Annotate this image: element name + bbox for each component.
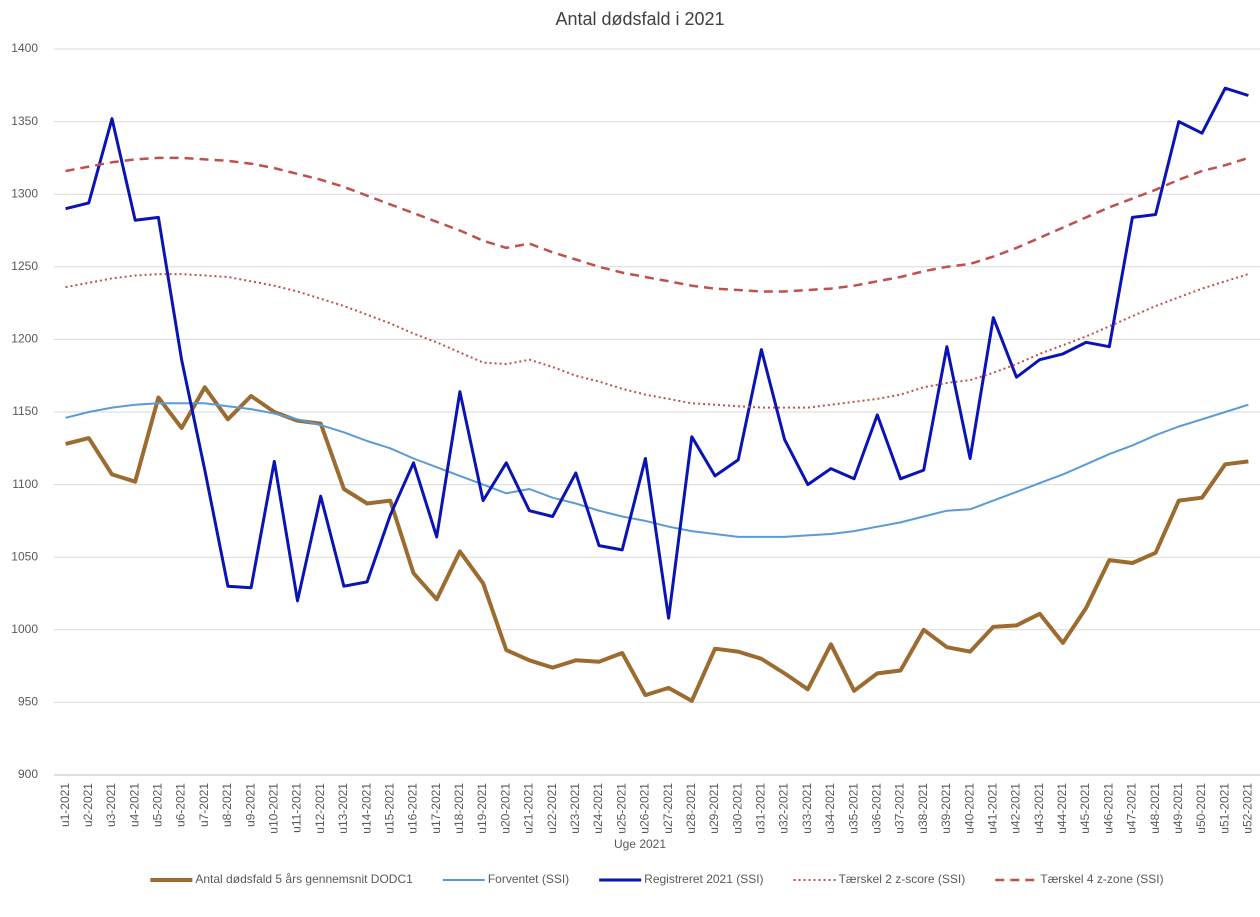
x-tick-label: u40-2021 [962,783,976,834]
x-tick-label: u38-2021 [916,783,930,834]
series-line [65,385,1249,703]
y-tick-label: 1150 [12,404,38,418]
x-tick-label: u41-2021 [985,783,999,834]
x-tick-label: u37-2021 [893,783,907,834]
x-tick-label: u49-2021 [1171,783,1185,834]
x-tick-label: u10-2021 [266,783,280,834]
x-tick-label: u11-2021 [290,783,304,833]
y-tick-label: 900 [18,767,38,781]
y-tick-label: 1300 [11,186,38,200]
y-tick-label: 1350 [11,114,38,128]
x-tick-label: u4-2021 [127,783,141,827]
y-tick-label: 1250 [11,259,38,273]
x-tick-label: u7-2021 [197,783,211,827]
legend: Antal dødsfald 5 års gennemsnit DODC1 For… [150,872,1164,886]
y-tick-label: 1400 [11,41,38,55]
x-tick-label: u26-2021 [638,783,652,834]
x-tick-label: u42-2021 [1009,783,1023,834]
x-tick-label: u3-2021 [104,783,118,827]
legend-label: Tærskel 4 z-zone (SSI) [1040,872,1163,886]
legend-label: Registreret 2021 (SSI) [644,872,763,886]
x-tick-label: u21-2021 [522,783,536,834]
x-tick-label: u5-2021 [151,783,165,827]
x-tick-label: u50-2021 [1194,783,1208,834]
x-tick-label: u51-2021 [1217,783,1231,834]
x-tick-label: u2-2021 [81,783,95,827]
x-axis-title: Uge 2021 [614,837,666,851]
x-tick-label: u24-2021 [591,783,605,834]
x-tick-label: u15-2021 [382,783,396,834]
x-tick-label: u17-2021 [429,783,443,834]
series-line [65,156,1249,293]
x-tick-label: u25-2021 [614,783,628,834]
x-tick-label: u30-2021 [730,783,744,834]
series-line [65,402,1249,538]
legend-label: Antal dødsfald 5 års gennemsnit DODC1 [195,872,413,886]
series-line [65,273,1249,409]
y-tick-label: 1000 [11,622,38,636]
x-tick-label: u52-2021 [1241,783,1255,834]
x-tick-label: u31-2021 [754,783,768,834]
x-tick-label: u45-2021 [1078,783,1092,834]
x-tick-label: u46-2021 [1101,783,1115,834]
x-tick-label: u19-2021 [475,783,489,834]
x-tick-label: u43-2021 [1032,783,1046,834]
x-tick-label: u39-2021 [939,783,953,834]
x-tick-label: u12-2021 [313,783,327,834]
x-tick-label: u27-2021 [661,783,675,834]
x-tick-label: u6-2021 [174,783,188,827]
x-tick-label: u1-2021 [58,783,72,827]
x-tick-label: u35-2021 [846,783,860,834]
x-tick-label: u13-2021 [336,783,350,834]
x-tick-label: u29-2021 [707,783,721,834]
x-tick-label: u16-2021 [406,783,420,834]
y-tick-label: 950 [18,695,38,709]
x-tick-label: u22-2021 [545,783,559,834]
x-tick-label: u28-2021 [684,783,698,834]
x-tick-label: u18-2021 [452,783,466,834]
x-tick-label: u20-2021 [498,783,512,834]
y-tick-label: 1200 [11,332,38,346]
x-tick-label: u14-2021 [359,783,373,834]
x-tick-label: u34-2021 [823,783,837,834]
x-tick-label: u23-2021 [568,783,582,834]
legend-label: Forventet (SSI) [488,872,569,886]
x-tick-label: u32-2021 [777,783,791,834]
series-line [65,86,1249,620]
x-tick-label: u47-2021 [1125,783,1139,834]
x-tick-label: u9-2021 [243,783,257,827]
x-tick-label: u48-2021 [1148,783,1162,834]
y-tick-label: 1050 [11,549,38,563]
x-tick-label: u36-2021 [869,783,883,834]
chart-title: Antal dødsfald i 2021 [555,9,724,29]
x-tick-label: u33-2021 [800,783,814,834]
legend-label: Tærskel 2 z-score (SSI) [839,872,966,886]
x-tick-label: u44-2021 [1055,783,1069,834]
y-tick-label: 1100 [12,477,38,491]
x-tick-label: u8-2021 [220,783,234,827]
